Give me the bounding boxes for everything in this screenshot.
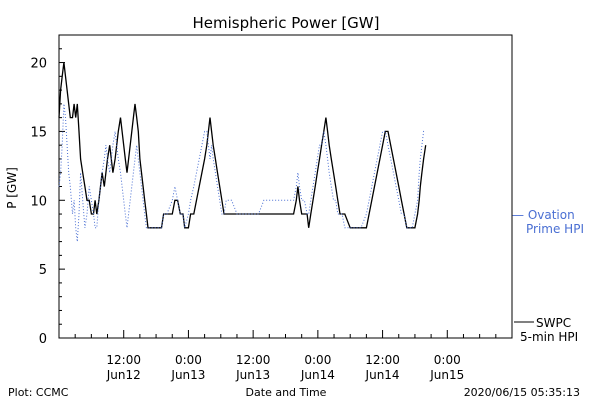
legend-swpc-line2: 5-min HPI [520,330,578,344]
x-axis-ticks: 12:00Jun120:00Jun1312:00Jun130:00Jun1412… [58,330,513,382]
footer-timestamp: 2020/06/15 05:35:13 [464,386,580,399]
x-tick-label-date: Jun14 [300,368,335,382]
x-tick-label-time: 12:00 [365,353,400,367]
footer-plot-source: Plot: CCMC [8,386,69,399]
x-tick-label-time: 0:00 [304,353,331,367]
x-tick-label-time: 0:00 [175,353,202,367]
y-axis-label: P [GW] [5,167,19,209]
y-tick-label: 20 [30,57,47,72]
chart-title: Hemispheric Power [GW] [193,14,380,32]
x-tick-label-time: 12:00 [236,353,271,367]
y-tick-label: 0 [39,332,47,347]
legend-ovation-line2: Prime HPI [526,222,584,236]
legend-swpc-line1: SWPC [536,316,571,330]
x-tick-label-date: Jun12 [106,368,141,382]
x-tick-label-time: 0:00 [434,353,461,367]
y-axis-ticks: 0 5 10 15 20 [30,34,65,347]
x-tick-label-date: Jun13 [170,368,205,382]
series-layer [58,62,427,242]
series-line-swpc [58,62,427,229]
y-tick-label: 15 [30,125,47,140]
x-axis-label: Date and Time [246,386,327,399]
x-tick-label-date: Jun14 [365,368,400,382]
legend-ovation-line1: — Ovation [512,208,575,222]
y-tick-label: 5 [39,263,47,278]
x-tick-label-date: Jun13 [235,368,270,382]
x-tick-label-time: 12:00 [106,353,141,367]
y-tick-label: 10 [30,194,47,209]
x-tick-label-date: Jun15 [429,368,464,382]
